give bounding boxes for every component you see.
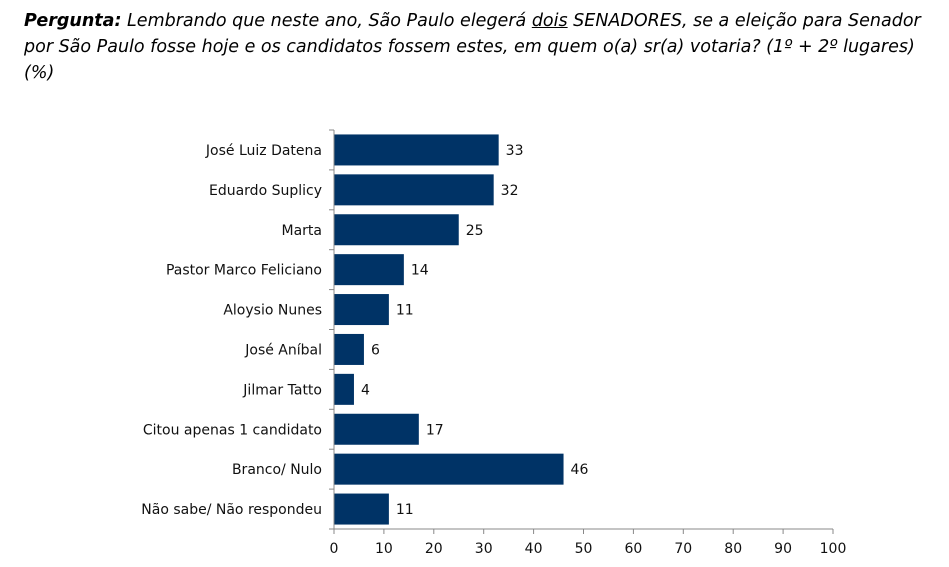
data-label: 25 [466,223,484,239]
category-label: Branco/ Nulo [232,462,322,478]
data-label: 14 [411,263,429,279]
x-tick-label: 90 [774,541,792,557]
category-label: Pastor Marco Feliciano [166,263,322,279]
data-label: 46 [571,462,589,478]
bar [334,214,459,246]
bar [334,174,494,206]
bar [334,493,389,525]
x-tick-label: 60 [624,541,642,557]
bar [334,134,499,166]
x-tick-label: 30 [475,541,493,557]
data-label: 6 [371,342,380,358]
x-tick-label: 10 [375,541,393,557]
data-label: 4 [361,382,370,398]
question-text-underlined: dois [531,11,568,31]
data-label: 11 [396,502,414,518]
category-label: Citou apenas 1 candidato [143,422,322,438]
bar [334,413,419,445]
category-label: Não sabe/ Não respondeu [141,502,322,518]
bar [334,373,354,405]
category-label: Marta [282,223,322,239]
x-tick-label: 80 [724,541,742,557]
category-label: José Aníbal [244,342,322,358]
bar [334,453,564,485]
data-label: 11 [396,303,414,319]
x-tick-label: 50 [575,541,593,557]
bar [334,254,404,286]
category-label: Jilmar Tatto [242,382,322,398]
question-label: Pergunta: [24,11,122,31]
x-tick-label: 20 [425,541,443,557]
x-tick-label: 100 [820,541,847,557]
question-text-before: Lembrando que neste ano, São Paulo elege… [121,11,532,31]
data-label: 32 [501,183,519,199]
bar [334,333,364,365]
category-label: José Luiz Datena [205,143,322,159]
data-label: 33 [506,143,524,159]
x-tick-label: 40 [525,541,543,557]
x-tick-label: 0 [330,541,339,557]
bar [334,294,389,326]
question-text: Pergunta: Lembrando que neste ano, São P… [24,8,924,86]
data-label: 17 [426,422,444,438]
category-label: Aloysio Nunes [223,303,322,319]
question-text-after: SENADORES, se a eleição para Senador por… [24,11,921,83]
x-tick-label: 70 [674,541,692,557]
category-label: Eduardo Suplicy [209,183,322,199]
